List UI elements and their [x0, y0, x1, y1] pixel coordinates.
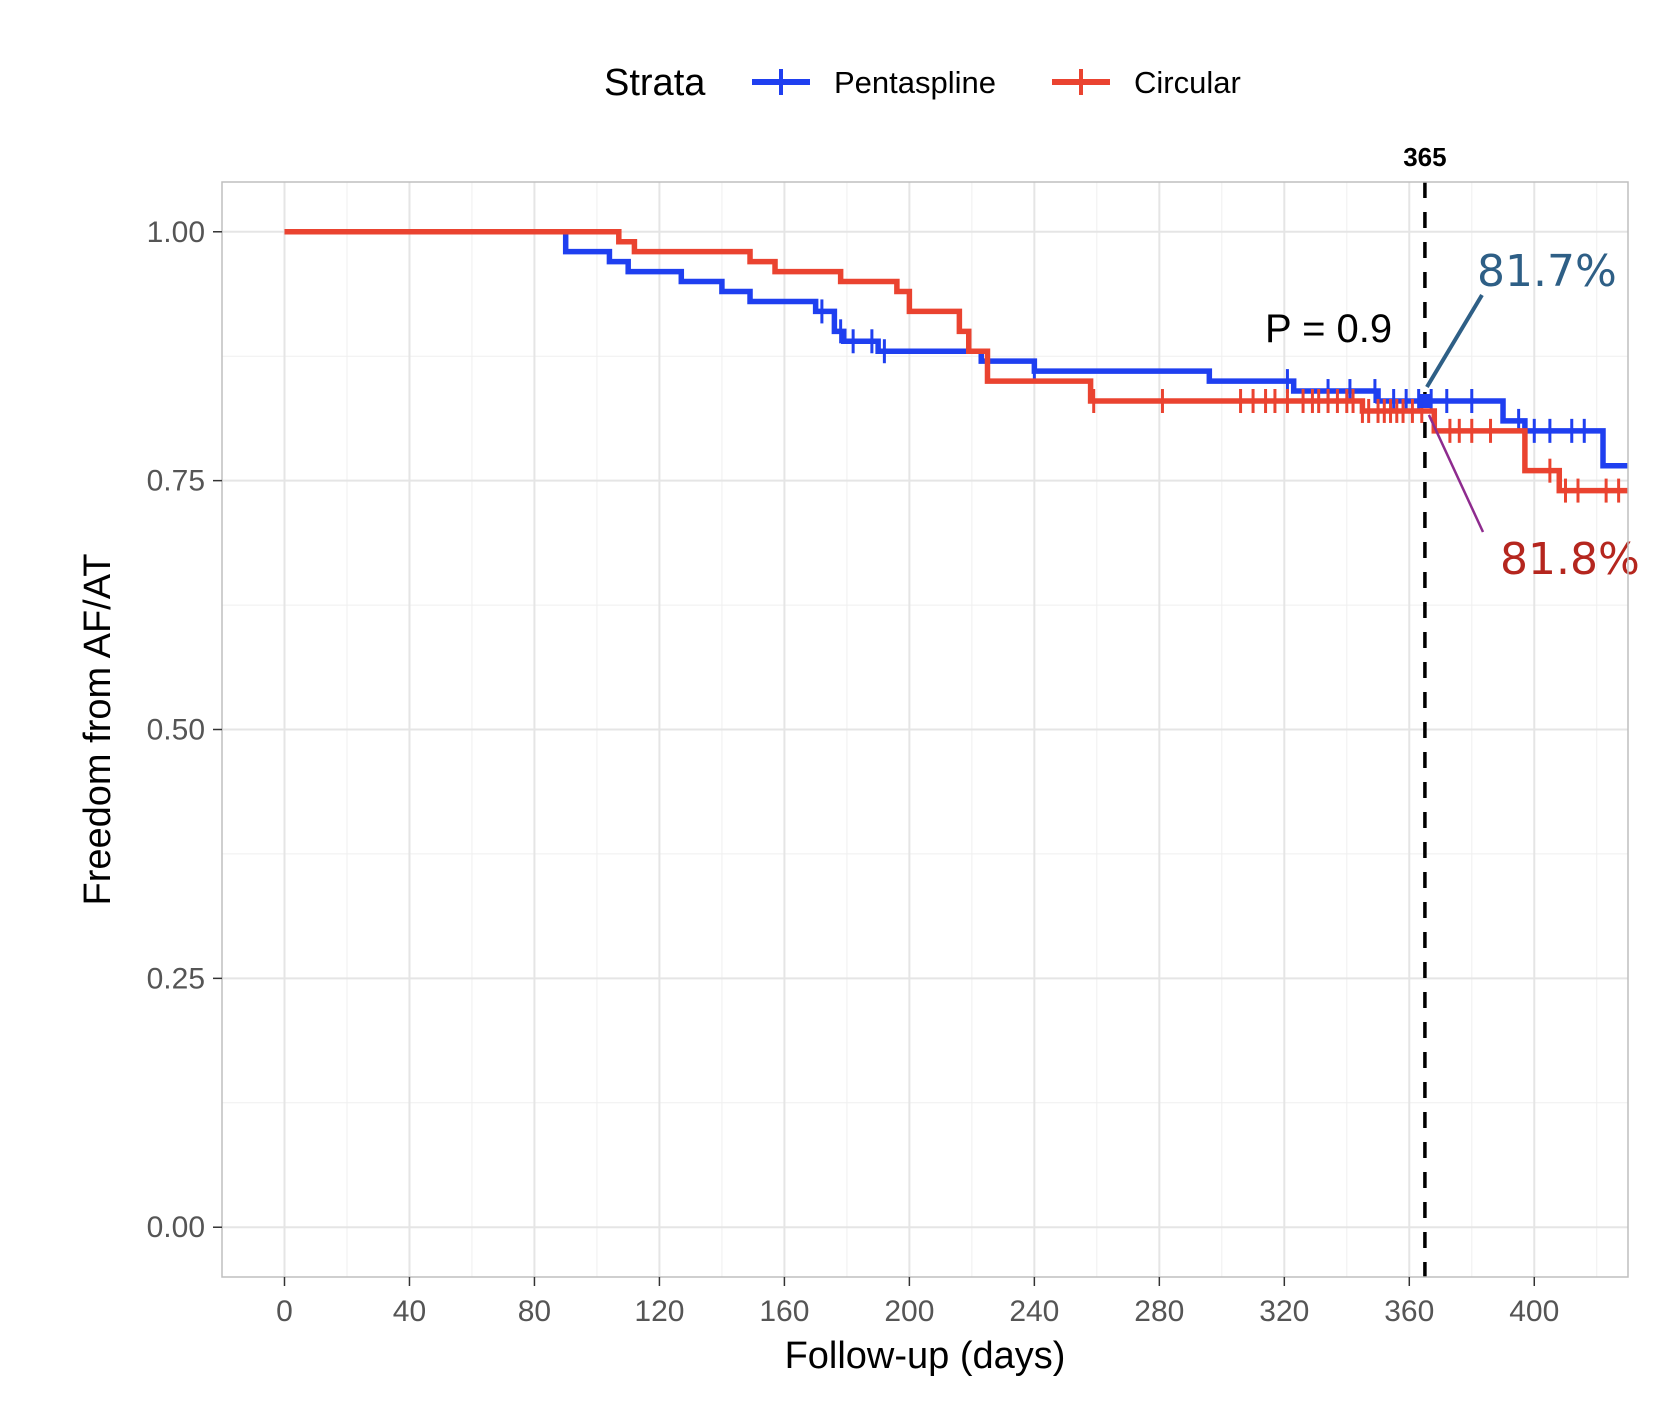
p-value: P = 0.9 [1265, 307, 1392, 351]
y-tick-label: 0.75 [147, 465, 205, 498]
legend-item-pentaspline: Pentaspline [752, 65, 996, 100]
x-tick-label: 400 [1509, 1295, 1559, 1328]
pentaspline-curve [284, 229, 1628, 469]
x-tick-label: 160 [759, 1295, 809, 1328]
legend-label: Circular [1134, 65, 1241, 100]
major-grid [222, 182, 1628, 1277]
x-tick-label: 320 [1259, 1295, 1309, 1328]
x-tick-label: 200 [884, 1295, 934, 1328]
x-tick-label: 40 [393, 1295, 426, 1328]
axis-ticks: 0 40 80 120 160 200 240 280 320 360 400 0.00 0.25 0.5… [147, 216, 1560, 1328]
x-tick-label: 120 [634, 1295, 684, 1328]
y-tick-label: 0.50 [147, 714, 205, 747]
y-tick-label: 0.25 [147, 962, 205, 995]
circular-percentage: 81.8% [1500, 534, 1640, 585]
y-tick-label: 1.00 [147, 216, 205, 249]
reference-line-label: 365 [1403, 142, 1446, 172]
legend-label: Pentaspline [834, 65, 996, 100]
x-tick-label: 360 [1384, 1295, 1434, 1328]
legend-item-circular: Circular [1052, 65, 1241, 100]
annotations: 365 81.7% 81.8% P = 0.9 [1265, 142, 1640, 1277]
pentaspline-365-marker [1417, 394, 1432, 408]
y-axis-title: Freedom from AF/AT [77, 554, 119, 906]
legend: Strata Pentaspline Circular [604, 62, 1241, 104]
circular-pointer [1427, 414, 1485, 533]
x-tick-label: 80 [518, 1295, 551, 1328]
legend-title: Strata [604, 62, 706, 104]
x-tick-label: 240 [1009, 1295, 1059, 1328]
x-tick-label: 0 [276, 1295, 293, 1328]
x-tick-label: 280 [1134, 1295, 1184, 1328]
x-axis-title: Follow-up (days) [785, 1335, 1066, 1377]
pentaspline-percentage: 81.7% [1477, 246, 1617, 297]
pentaspline-pointer [1425, 293, 1484, 389]
y-tick-label: 0.00 [147, 1211, 205, 1244]
